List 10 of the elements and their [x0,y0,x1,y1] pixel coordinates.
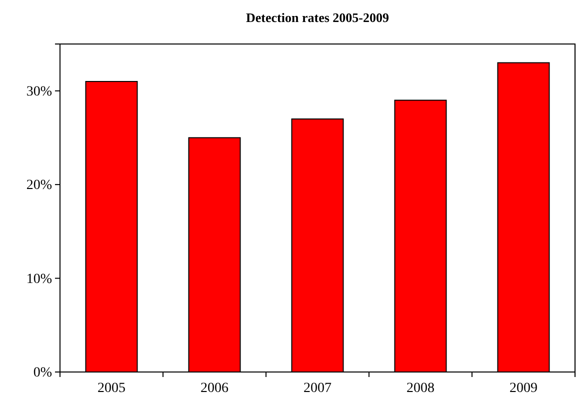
chart-title: Detection rates 2005-2009 [246,10,390,25]
y-tick-label: 20% [26,178,52,194]
x-tick-label: 2005 [98,380,126,396]
x-tick-label: 2009 [510,380,538,396]
y-tick-label: 30% [26,84,52,100]
x-tick-label: 2006 [200,380,228,396]
y-tick-label: 10% [26,272,52,287]
y-tick-label: 0% [33,365,52,380]
x-tick-label: 2008 [406,380,434,396]
x-tick-label: 2007 [304,380,332,396]
